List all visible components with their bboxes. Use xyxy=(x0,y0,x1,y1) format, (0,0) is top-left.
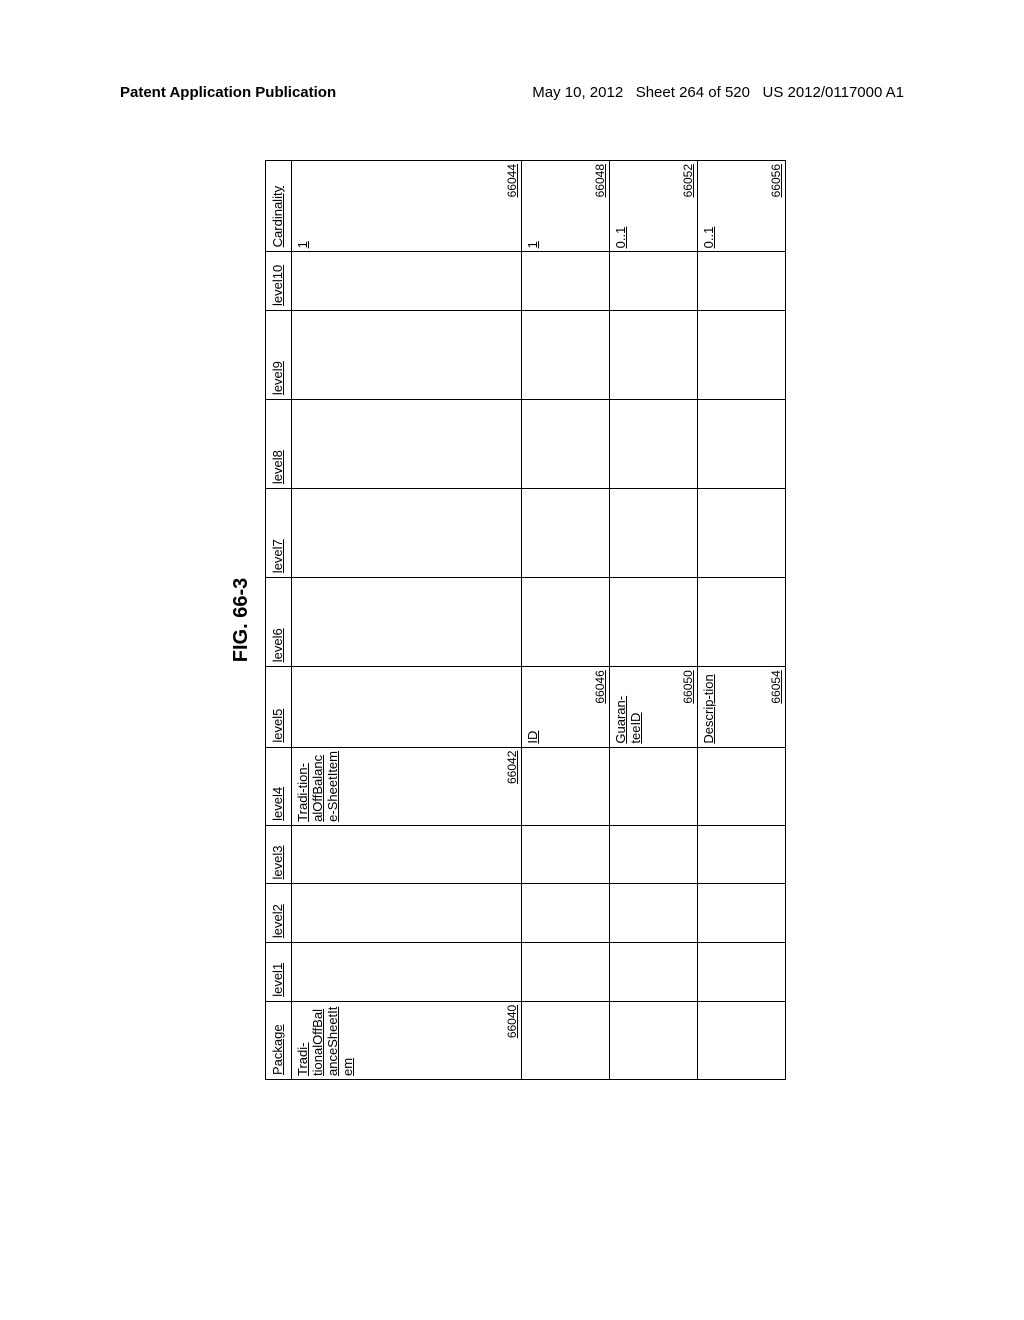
cell-empty xyxy=(698,489,786,578)
cell-package: Tradi-tionalOffBalanceSheetItem 66040 xyxy=(292,1001,522,1079)
cell-level5: ID 66046 xyxy=(522,667,610,747)
cell-empty xyxy=(522,884,610,943)
cell-empty xyxy=(698,400,786,489)
cell-text: Guaran-teeID xyxy=(613,670,643,743)
cell-empty xyxy=(698,825,786,884)
col-level2: level2 xyxy=(266,884,292,943)
col-level8: level8 xyxy=(266,400,292,489)
figure-region: FIG. 66-3 Package level1 level2 level3 l… xyxy=(230,160,786,1080)
cell-empty xyxy=(292,489,522,578)
col-level3: level3 xyxy=(266,825,292,884)
cell-text: 1 xyxy=(525,164,540,248)
cell-empty xyxy=(610,884,698,943)
cell-empty xyxy=(522,252,610,311)
cell-cardinality: 0..1 66052 xyxy=(610,161,698,252)
cell-ref: 66054 xyxy=(769,670,783,703)
cell-empty xyxy=(292,311,522,400)
cell-cardinality: 1 66048 xyxy=(522,161,610,252)
cell-empty xyxy=(698,943,786,1002)
cell-empty xyxy=(292,578,522,667)
col-cardinality: Cardinality xyxy=(266,161,292,252)
cell-empty xyxy=(522,747,610,825)
cell-empty xyxy=(610,825,698,884)
cell-empty xyxy=(522,400,610,489)
cell-ref: 66040 xyxy=(505,1005,519,1038)
cell-empty xyxy=(522,489,610,578)
cell-empty xyxy=(610,311,698,400)
figure-label: FIG. 66-3 xyxy=(230,160,253,1080)
cell-ref: 66042 xyxy=(505,751,519,784)
col-level6: level6 xyxy=(266,578,292,667)
table-row: ID 66046 1 66048 xyxy=(522,161,610,1080)
cell-empty xyxy=(698,884,786,943)
header-right: May 10, 2012 Sheet 264 of 520 US 2012/01… xyxy=(532,84,904,101)
cell-empty xyxy=(292,667,522,747)
table-row: Tradi-tionalOffBalanceSheetItem 66040 Tr… xyxy=(292,161,522,1080)
header-date: May 10, 2012 xyxy=(532,84,623,101)
table-row: Guaran-teeID 66050 0..1 66052 xyxy=(610,161,698,1080)
col-level7: level7 xyxy=(266,489,292,578)
cell-empty xyxy=(292,825,522,884)
cell-empty xyxy=(610,1001,698,1079)
cell-text: 1 xyxy=(295,164,310,248)
cell-ref: 66056 xyxy=(769,164,783,197)
cell-text: Descrip-tion xyxy=(701,670,716,743)
cell-text: Tradi-tionalOffBalanceSheetItem xyxy=(295,1005,355,1076)
cell-ref: 66052 xyxy=(681,164,695,197)
cell-empty xyxy=(610,578,698,667)
header-publication: Patent Application Publication xyxy=(120,84,336,101)
col-level4: level4 xyxy=(266,747,292,825)
cell-empty xyxy=(610,400,698,489)
cell-empty xyxy=(522,311,610,400)
cell-empty xyxy=(610,943,698,1002)
cell-empty xyxy=(698,311,786,400)
cell-empty xyxy=(698,252,786,311)
cell-empty xyxy=(292,400,522,489)
cell-text: 0..1 xyxy=(613,164,628,248)
header-pubno: US 2012/0117000 A1 xyxy=(762,84,904,101)
cell-empty xyxy=(292,884,522,943)
cell-empty xyxy=(522,578,610,667)
page-header: Patent Application Publication May 10, 2… xyxy=(0,84,1024,101)
cell-empty xyxy=(698,578,786,667)
cell-level4: Tradi-tion-alOffBalance-SheetItem 66042 xyxy=(292,747,522,825)
cell-empty xyxy=(698,747,786,825)
cell-ref: 66048 xyxy=(593,164,607,197)
header-sheet: Sheet 264 of 520 xyxy=(636,84,750,101)
cell-empty xyxy=(292,943,522,1002)
col-level10: level10 xyxy=(266,252,292,311)
table-row: Descrip-tion 66054 0..1 66056 xyxy=(698,161,786,1080)
cell-ref: 66050 xyxy=(681,670,695,703)
cell-ref: 66044 xyxy=(505,164,519,197)
col-level5: level5 xyxy=(266,667,292,747)
table-header-row: Package level1 level2 level3 level4 leve… xyxy=(266,161,292,1080)
cell-empty xyxy=(610,747,698,825)
cell-text: 0..1 xyxy=(701,164,716,248)
cell-empty xyxy=(698,1001,786,1079)
cell-cardinality: 0..1 66056 xyxy=(698,161,786,252)
col-package: Package xyxy=(266,1001,292,1079)
cell-level5: Descrip-tion 66054 xyxy=(698,667,786,747)
col-level1: level1 xyxy=(266,943,292,1002)
cell-empty xyxy=(610,252,698,311)
cell-ref: 66046 xyxy=(593,670,607,703)
col-level9: level9 xyxy=(266,311,292,400)
cell-text: Tradi-tion-alOffBalance-SheetItem xyxy=(295,751,340,822)
data-table: Package level1 level2 level3 level4 leve… xyxy=(265,160,786,1080)
cell-cardinality: 1 66044 xyxy=(292,161,522,252)
cell-empty xyxy=(292,252,522,311)
cell-empty xyxy=(610,489,698,578)
cell-empty xyxy=(522,825,610,884)
cell-level5: Guaran-teeID 66050 xyxy=(610,667,698,747)
cell-text: ID xyxy=(525,670,540,743)
cell-empty xyxy=(522,943,610,1002)
cell-empty xyxy=(522,1001,610,1079)
